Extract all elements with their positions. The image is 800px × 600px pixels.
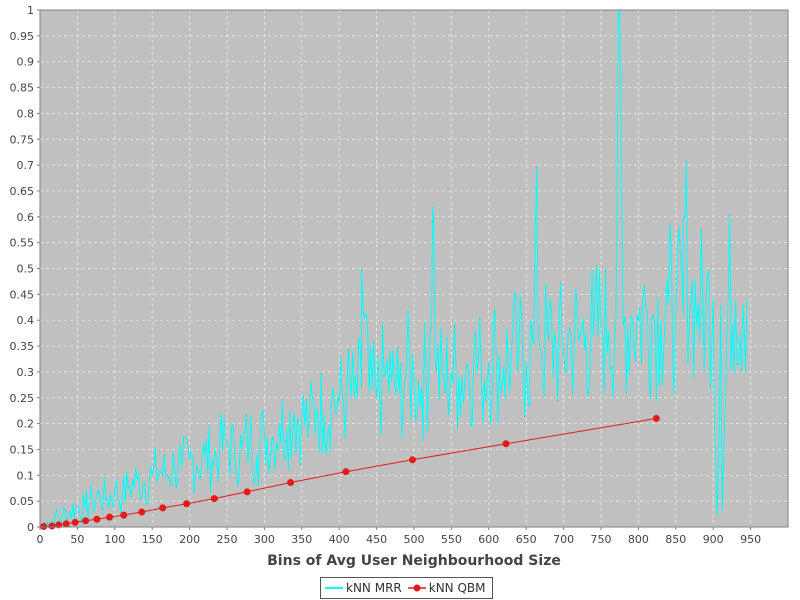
y-tick-label: 0.4: [17, 314, 35, 327]
y-tick-label: 0.05: [10, 495, 35, 508]
y-tick-label: 0.8: [17, 107, 35, 120]
x-tick-label: 750: [591, 533, 612, 546]
data-point-knn-qbm: [48, 522, 56, 530]
legend-label-knn-mrr: kNN MRR: [346, 581, 402, 595]
data-point-knn-qbm: [71, 518, 79, 526]
x-tick-label: 0: [37, 533, 44, 546]
data-point-knn-qbm: [159, 504, 167, 512]
y-tick-label: 0.3: [17, 366, 35, 379]
x-tick-label: 450: [366, 533, 387, 546]
x-tick-label: 100: [104, 533, 125, 546]
legend-swatch-knn-mrr: [325, 587, 343, 589]
x-tick-label: 200: [179, 533, 200, 546]
y-tick-label: 0.35: [10, 340, 35, 353]
y-tick-label: 0.75: [10, 133, 35, 146]
series-line-knn-mrr: [41, 9, 748, 529]
data-point-knn-qbm: [106, 513, 114, 521]
legend-item-knn-mrr: kNN MRR: [325, 581, 402, 595]
x-tick-label: 600: [478, 533, 499, 546]
y-tick-label: 0.95: [10, 30, 35, 43]
y-tick-label: 0.7: [17, 159, 35, 172]
x-tick-label: 50: [70, 533, 84, 546]
data-point-knn-qbm: [652, 414, 660, 422]
y-tick-label: 0.1: [17, 469, 35, 482]
x-tick-label: 150: [142, 533, 163, 546]
x-tick-label: 700: [553, 533, 574, 546]
y-tick-label: 0.9: [17, 56, 35, 69]
data-point-knn-qbm: [502, 440, 510, 448]
x-tick-label: 800: [628, 533, 649, 546]
y-axis-ticks: 0 0.05 0.1 0.15 0.2 0.25 0.3 0.35 0.4 0.45 0.5 0.55…: [10, 4, 40, 534]
y-tick-label: 0.6: [17, 211, 35, 224]
data-point-knn-qbm: [342, 468, 350, 476]
y-tick-label: 1: [27, 4, 34, 17]
data-point-knn-qbm: [120, 511, 128, 519]
x-tick-label: 850: [665, 533, 686, 546]
series-layer: [40, 9, 748, 530]
y-tick-label: 0: [27, 521, 34, 534]
data-point-knn-qbm: [243, 488, 251, 496]
data-point-knn-qbm: [210, 495, 218, 503]
data-point-knn-qbm: [138, 508, 146, 516]
data-point-knn-qbm: [287, 479, 295, 487]
x-tick-label: 300: [254, 533, 275, 546]
data-point-knn-qbm: [82, 517, 90, 525]
y-tick-label: 0.25: [10, 392, 35, 405]
y-tick-label: 0.45: [10, 288, 35, 301]
y-tick-label: 0.15: [10, 443, 35, 456]
y-tick-label: 0.85: [10, 82, 35, 95]
y-tick-label: 0.5: [17, 263, 35, 276]
legend-item-knn-qbm: kNN QBM: [407, 581, 486, 595]
data-point-knn-qbm: [93, 515, 101, 523]
legend-label-knn-qbm: kNN QBM: [428, 581, 486, 595]
legend-swatch-knn-qbm: [407, 584, 426, 592]
x-tick-label: 500: [404, 533, 425, 546]
x-tick-label: 550: [441, 533, 462, 546]
x-tick-label: 350: [291, 533, 312, 546]
data-point-knn-qbm: [62, 520, 70, 528]
x-axis-ticks: 0 50 100 150 200 250 300 350 400 450 500 550 600 650 7…: [37, 527, 761, 546]
data-point-knn-qbm: [183, 500, 191, 508]
legend: kNN MRR kNN QBM: [320, 577, 493, 599]
y-tick-label: 0.2: [17, 418, 35, 431]
x-tick-label: 900: [703, 533, 724, 546]
y-tick-label: 0.55: [10, 237, 35, 250]
x-tick-label: 250: [217, 533, 238, 546]
x-tick-label: 950: [740, 533, 761, 546]
data-point-knn-qbm: [40, 522, 48, 530]
x-tick-label: 400: [329, 533, 350, 546]
x-axis-label: Bins of Avg User Neighbourhood Size: [267, 553, 561, 569]
data-point-knn-qbm: [409, 456, 417, 464]
x-tick-label: 650: [516, 533, 537, 546]
y-tick-label: 0.65: [10, 185, 35, 198]
